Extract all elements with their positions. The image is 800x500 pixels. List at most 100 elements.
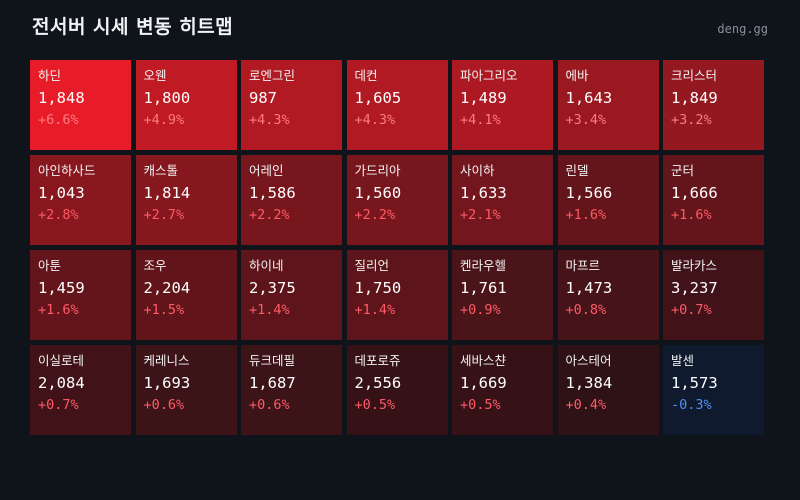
heatmap-cell[interactable]: 린델 1,566 +1.6% (557, 155, 659, 245)
price-change: +0.4% (565, 397, 607, 413)
server-price: 1,586 (249, 184, 296, 202)
heatmap-cell[interactable]: 로엔그린 987 +4.3% (241, 60, 342, 150)
price-change: +4.9% (143, 112, 185, 128)
server-price: 1,633 (460, 184, 507, 202)
heatmap-cell[interactable]: 마프르 1,473 +0.8% (557, 250, 659, 340)
server-price: 1,566 (565, 184, 613, 202)
server-name: 세바스챤 (460, 353, 507, 368)
server-price: 987 (249, 89, 277, 107)
heatmap-cell[interactable]: 발라카스 3,237 +0.7% (663, 250, 764, 340)
server-name: 어레인 (249, 163, 284, 178)
server-price: 1,666 (671, 184, 718, 202)
server-name: 오웬 (143, 68, 167, 83)
server-name: 아툰 (38, 258, 62, 273)
heatmap-cell[interactable]: 아툰 1,459 +1.6% (30, 250, 131, 340)
heatmap-cell[interactable]: 파아그리오 1,489 +4.1% (452, 60, 553, 150)
price-change: +2.2% (249, 207, 290, 223)
heatmap-cell[interactable]: 하이네 2,375 +1.4% (241, 250, 342, 340)
heatmap-cell[interactable]: 어레인 1,586 +2.2% (241, 155, 342, 245)
server-name: 크리스터 (671, 68, 718, 83)
price-change: +3.2% (671, 112, 712, 128)
server-name: 발센 (671, 353, 695, 368)
server-name: 듀크데필 (249, 353, 296, 368)
price-change: +1.4% (354, 302, 396, 318)
price-change: -0.3% (671, 397, 712, 413)
server-name: 군터 (671, 163, 695, 178)
price-change: +0.6% (143, 397, 185, 413)
price-change: +0.8% (565, 302, 607, 318)
server-name: 사이하 (460, 163, 495, 178)
server-price: 1,473 (565, 279, 613, 297)
price-change: +2.1% (460, 207, 501, 223)
server-price: 2,375 (249, 279, 296, 297)
heatmap-cell[interactable]: 케레니스 1,693 +0.6% (135, 345, 237, 435)
price-change: +2.2% (354, 207, 396, 223)
server-name: 하딘 (38, 68, 62, 83)
server-name: 마프르 (565, 258, 601, 273)
server-name: 이실로테 (38, 353, 85, 368)
heatmap-cell[interactable]: 아인하사드 1,043 +2.8% (30, 155, 131, 245)
server-price: 1,814 (143, 184, 191, 202)
heatmap-cell[interactable]: 켄라우헬 1,761 +0.9% (452, 250, 553, 340)
server-name: 데포로쥬 (354, 353, 401, 368)
price-change: +4.3% (354, 112, 396, 128)
price-change: +1.6% (38, 302, 79, 318)
heatmap-cell[interactable]: 에바 1,643 +3.4% (557, 60, 659, 150)
server-price: 1,573 (671, 374, 718, 392)
server-name: 켄라우헬 (460, 258, 507, 273)
price-change: +0.6% (249, 397, 290, 413)
heatmap-cell[interactable]: 이실로테 2,084 +0.7% (30, 345, 131, 435)
heatmap-cell[interactable]: 데포로쥬 2,556 +0.5% (346, 345, 448, 435)
server-price: 1,043 (38, 184, 85, 202)
page-title: 전서버 시세 변동 히트맵 (32, 16, 234, 38)
server-name: 케레니스 (143, 353, 190, 368)
server-price: 2,556 (354, 374, 402, 392)
heatmap-cell[interactable]: 질리언 1,750 +1.4% (346, 250, 448, 340)
brand-link[interactable]: deng.gg (717, 22, 768, 36)
heatmap-cell[interactable]: 조우 2,204 +1.5% (135, 250, 237, 340)
server-price: 2,204 (143, 279, 191, 297)
heatmap-cell[interactable]: 발센 1,573 -0.3% (663, 345, 764, 435)
server-price: 1,849 (671, 89, 718, 107)
price-change: +2.8% (38, 207, 79, 223)
server-name: 파아그리오 (460, 68, 518, 83)
heatmap-cell[interactable]: 군터 1,666 +1.6% (663, 155, 764, 245)
heatmap-cell[interactable]: 세바스챤 1,669 +0.5% (452, 345, 553, 435)
heatmap-cell[interactable]: 아스테어 1,384 +0.4% (557, 345, 659, 435)
server-price: 1,800 (143, 89, 191, 107)
heatmap-cell[interactable]: 사이하 1,633 +2.1% (452, 155, 553, 245)
heatmap-cell[interactable]: 듀크데필 1,687 +0.6% (241, 345, 342, 435)
server-name: 데컨 (354, 68, 378, 83)
server-price: 1,693 (143, 374, 191, 392)
server-price: 1,761 (460, 279, 507, 297)
server-name: 하이네 (249, 258, 284, 273)
server-name: 조우 (143, 258, 167, 273)
price-change: +1.5% (143, 302, 185, 318)
server-price: 1,669 (460, 374, 507, 392)
server-name: 캐스톨 (143, 163, 179, 178)
heatmap-cell[interactable]: 하딘 1,848 +6.6% (30, 60, 131, 150)
heatmap-cell[interactable]: 오웬 1,800 +4.9% (135, 60, 237, 150)
server-price: 1,560 (354, 184, 402, 202)
server-price: 1,848 (38, 89, 85, 107)
server-price: 1,687 (249, 374, 296, 392)
price-change: +4.1% (460, 112, 501, 128)
price-change: +0.5% (460, 397, 501, 413)
price-change: +0.9% (460, 302, 501, 318)
heatmap-cell[interactable]: 데컨 1,605 +4.3% (346, 60, 448, 150)
heatmap-cell[interactable]: 캐스톨 1,814 +2.7% (135, 155, 237, 245)
price-change: +2.7% (143, 207, 185, 223)
heatmap-cell[interactable]: 가드리아 1,560 +2.2% (346, 155, 448, 245)
server-name: 가드리아 (354, 163, 401, 178)
price-change: +0.7% (38, 397, 79, 413)
heatmap-cell[interactable]: 크리스터 1,849 +3.2% (663, 60, 764, 150)
price-change: +3.4% (565, 112, 607, 128)
price-change: +0.5% (354, 397, 396, 413)
heatmap-grid: 하딘 1,848 +6.6% 오웬 1,800 +4.9% 로엔그린 987 +4.3% 데컨 1,… (30, 60, 768, 435)
server-price: 3,237 (671, 279, 718, 297)
price-change: +6.6% (38, 112, 79, 128)
server-price: 1,384 (565, 374, 613, 392)
server-name: 발라카스 (671, 258, 718, 273)
server-name: 아인하사드 (38, 163, 96, 178)
server-name: 로엔그린 (249, 68, 296, 83)
